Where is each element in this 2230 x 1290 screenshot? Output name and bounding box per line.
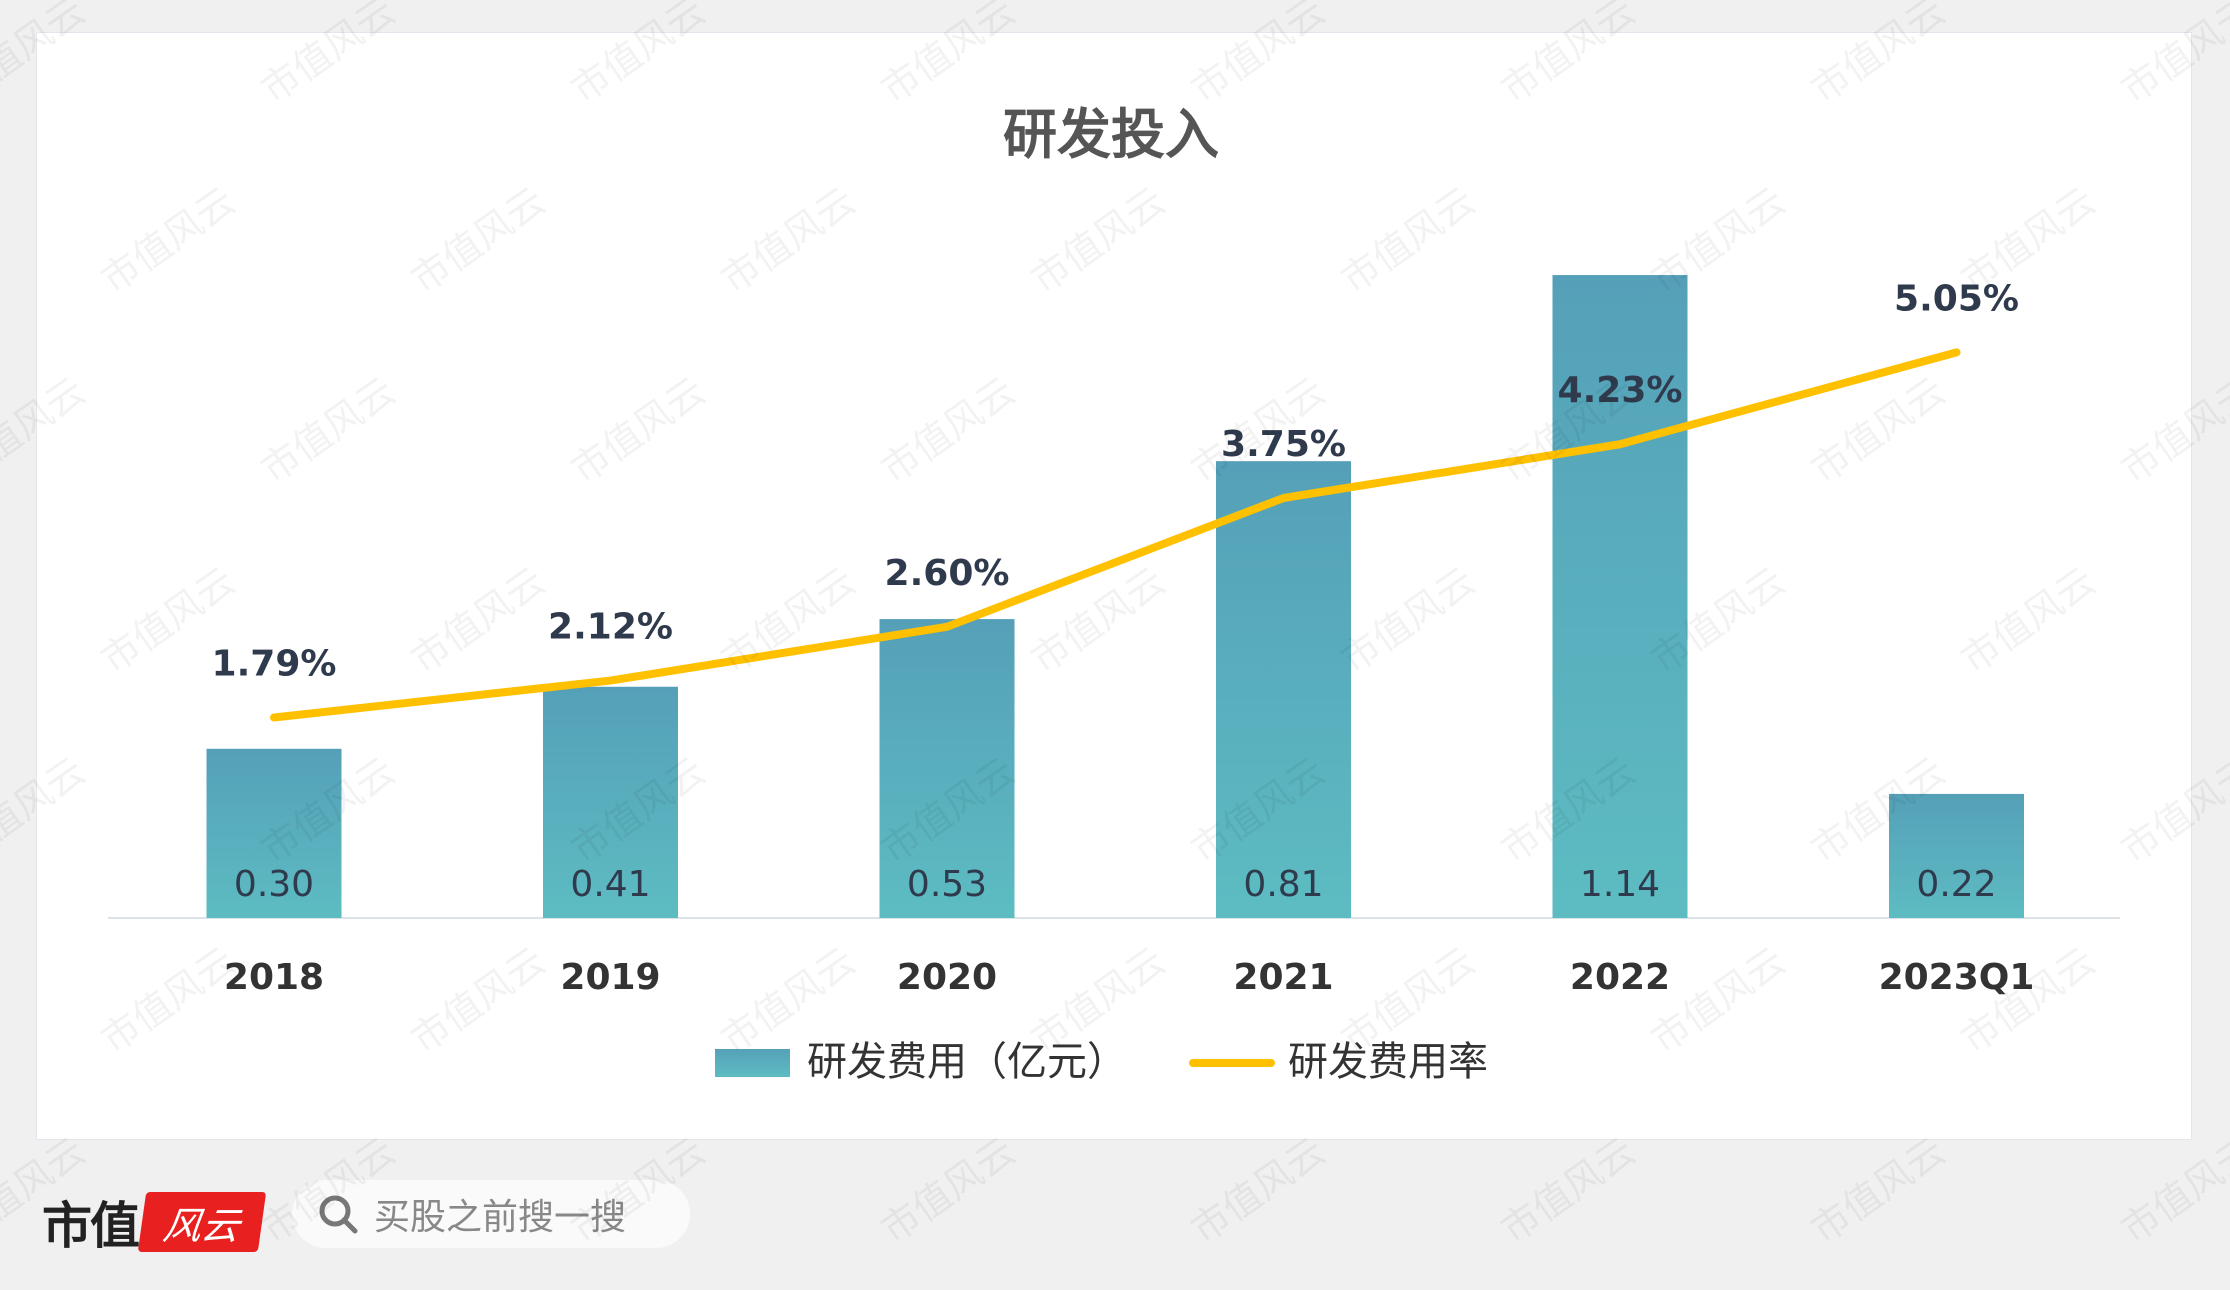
line-value-label: 1.79% [212,644,337,685]
line-value-label: 3.75% [1221,424,1346,465]
bar-value-label: 0.41 [570,864,650,905]
search-placeholder: 买股之前搜一搜 [374,1197,627,1238]
legend: 研发费用（亿元） 研发费用率 [715,1039,1488,1085]
bar-2018 [206,748,342,918]
bar-value-label: 0.81 [1243,864,1323,905]
bar-2022 [1552,275,1688,918]
bar-2023Q1 [1889,793,2024,918]
x-tick-label: 2019 [560,957,660,998]
chart-card: 研发投入 0.30 2018 1.79% 0.41 2019 2.12% 0.53 2020 2… [36,32,2192,1140]
logo-mark: 风云 [137,1192,267,1252]
x-tick-label: 2021 [1233,957,1333,998]
search-icon [319,1195,358,1234]
legend-bar-label: 研发费用（亿元） [807,1039,1127,1085]
watermark: 市值风云 [873,1128,1023,1252]
watermark: 市值风云 [2113,1128,2230,1252]
x-tick-label: 2022 [1570,957,1670,998]
line-value-label: 4.23% [1558,370,1683,411]
x-tick-label: 2018 [224,957,324,998]
legend-bar-swatch [715,1049,790,1077]
bar-value-label: 0.22 [1916,864,1996,905]
rate-line [270,348,1961,722]
watermark: 市值风云 [1803,1128,1953,1252]
chart-title: 研发投入 [1003,103,1219,166]
chart: 研发投入 0.30 2018 1.79% 0.41 2019 2.12% 0.53 2020 2… [108,103,2120,1085]
bar-2019 [543,686,678,918]
bar-value-label: 0.53 [907,864,987,905]
bar-2020 [879,619,1015,918]
line-value-label: 2.12% [548,607,673,648]
watermark: 市值风云 [1183,1128,1333,1252]
site-logo[interactable]: 市值 风云 [42,1186,267,1258]
legend-line-label: 研发费用率 [1288,1039,1488,1085]
x-tick-label: 2023Q1 [1879,957,2035,998]
search-input[interactable]: 买股之前搜一搜 [292,1180,690,1248]
x-tick-label: 2020 [897,957,997,998]
bar-value-label: 0.30 [234,864,314,905]
line-value-label: 2.60% [885,553,1010,594]
bar-value-label: 1.14 [1580,864,1660,905]
logo-text: 市值 [42,1196,140,1255]
watermark: 市值风云 [1493,1128,1643,1252]
bar-2021 [1216,461,1351,918]
line-value-label: 5.05% [1894,278,2019,319]
